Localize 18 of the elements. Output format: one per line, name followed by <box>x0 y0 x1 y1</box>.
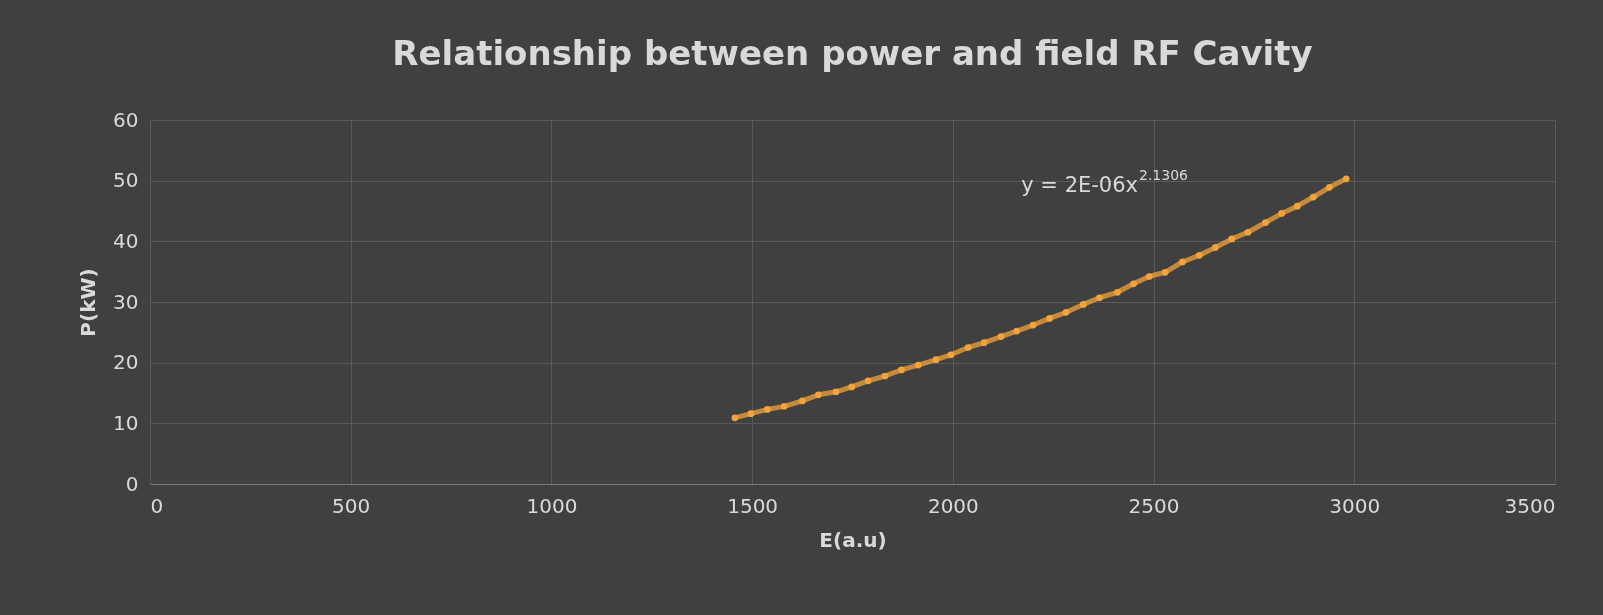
x-tick-label: 2000 <box>927 493 979 518</box>
x-tick-label: 0 <box>150 493 164 518</box>
x-tick-label: 1500 <box>727 493 779 518</box>
x-tick-label: 3000 <box>1329 493 1381 518</box>
x-tick-label: 1000 <box>526 493 578 518</box>
y-tick-label: 10 <box>113 410 139 435</box>
x-tick-label: 2500 <box>1128 493 1180 518</box>
y-tick-label: 20 <box>113 350 139 375</box>
y-tick-label: 0 <box>125 471 139 496</box>
y-tick-label: 40 <box>113 228 139 253</box>
y-tick-label: 60 <box>113 107 139 132</box>
x-tick-label: 500 <box>332 493 371 518</box>
y-tick-label: 50 <box>113 168 139 193</box>
x-tick-label: 3500 <box>1504 493 1556 518</box>
chart-title: Relationship between power and field RF Cavity <box>392 33 1313 73</box>
y-axis-title: P(kW) <box>76 268 101 337</box>
y-tick-label: 30 <box>113 289 139 314</box>
x-axis-title: E(a.u) <box>819 527 887 552</box>
